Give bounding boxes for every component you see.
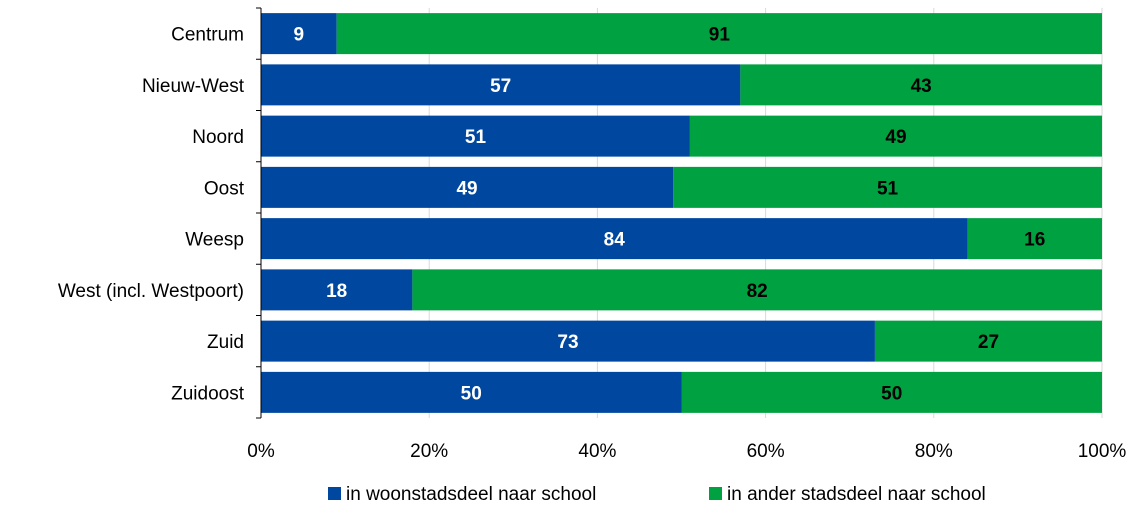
axes xyxy=(256,7,262,419)
data-label: 57 xyxy=(490,76,511,97)
x-tick-label: 40% xyxy=(578,441,616,462)
data-label: 49 xyxy=(885,127,906,148)
data-label: 49 xyxy=(456,178,477,199)
bar-segment xyxy=(261,166,674,208)
category-label: Noord xyxy=(192,127,244,148)
category-label: West (incl. Westpoort) xyxy=(58,281,244,302)
bar-segment xyxy=(261,13,337,55)
x-tick-label: 0% xyxy=(247,441,275,462)
data-label: 84 xyxy=(604,230,626,251)
bar-segment xyxy=(967,218,1102,260)
data-label: 43 xyxy=(911,76,932,97)
category-label: Centrum xyxy=(171,25,244,46)
bar-segment xyxy=(261,115,690,157)
bar-segment xyxy=(261,320,875,362)
bar-segment xyxy=(336,13,1102,55)
legend-label: in ander stadsdeel naar school xyxy=(727,484,986,505)
bar-segment xyxy=(261,218,968,260)
category-label: Zuid xyxy=(207,332,244,353)
bar-segment xyxy=(261,64,741,106)
bar-segment xyxy=(412,269,1102,311)
x-tick-labels: 0% 20% 40% 60% 80% 100% xyxy=(247,441,1126,462)
legend-swatch xyxy=(709,487,722,500)
legend-swatch xyxy=(328,487,341,500)
bar-segment xyxy=(261,371,682,413)
legend-label: in woonstadsdeel naar school xyxy=(346,484,596,505)
data-label: 73 xyxy=(557,332,578,353)
x-tick-label: 20% xyxy=(410,441,448,462)
category-label: Zuidoost xyxy=(171,383,245,404)
bar-segment xyxy=(689,115,1102,157)
data-label: 18 xyxy=(326,281,347,302)
category-label: Oost xyxy=(204,178,245,199)
category-label: Weesp xyxy=(185,230,244,251)
bar-segment xyxy=(673,166,1102,208)
category-labels: Centrum Nieuw-West Noord Oost Weesp West (inc… xyxy=(58,25,245,405)
data-label: 51 xyxy=(465,127,487,148)
data-label: 27 xyxy=(978,332,999,353)
data-label: 51 xyxy=(877,178,899,199)
x-tick-label: 100% xyxy=(1078,441,1127,462)
data-label: 82 xyxy=(747,281,768,302)
bar-segment xyxy=(681,371,1102,413)
x-tick-label: 80% xyxy=(915,441,953,462)
data-label: 91 xyxy=(709,25,731,46)
bar-segment xyxy=(740,64,1102,106)
legend: in woonstadsdeel naar school in ander sta… xyxy=(328,484,986,505)
bar-segment xyxy=(874,320,1102,362)
data-label: 50 xyxy=(881,383,902,404)
data-label: 9 xyxy=(294,25,305,46)
x-tick-label: 60% xyxy=(747,441,785,462)
category-label: Nieuw-West xyxy=(142,76,245,97)
data-label: 50 xyxy=(461,383,482,404)
data-label: 16 xyxy=(1024,230,1045,251)
bars: 9 91 57 43 51 49 49 51 84 16 18 82 73 27 50 50 xyxy=(261,13,1102,413)
bar-segment xyxy=(261,269,413,311)
